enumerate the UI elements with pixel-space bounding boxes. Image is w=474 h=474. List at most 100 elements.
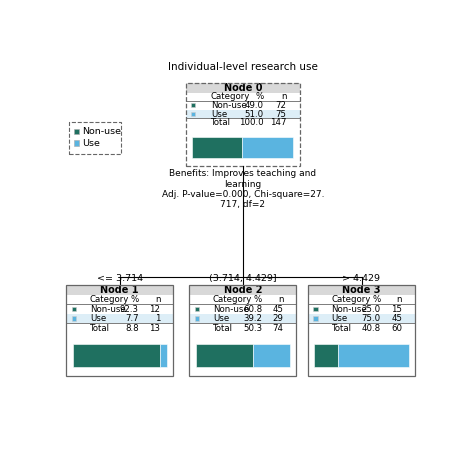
Bar — [191, 112, 195, 116]
Bar — [308, 304, 415, 314]
Bar — [308, 323, 415, 333]
Text: %: % — [254, 295, 262, 304]
FancyBboxPatch shape — [69, 121, 121, 154]
Text: Node 0: Node 0 — [224, 83, 262, 93]
Text: 60.8: 60.8 — [243, 305, 262, 314]
Bar — [186, 83, 300, 166]
Bar — [190, 285, 296, 376]
Bar — [314, 344, 338, 367]
Bar — [190, 323, 296, 333]
Text: %: % — [373, 295, 381, 304]
Text: n: n — [278, 295, 283, 304]
Text: Total: Total — [213, 324, 233, 333]
Bar — [160, 344, 167, 367]
Text: 100.0: 100.0 — [239, 118, 264, 127]
Text: 75: 75 — [275, 109, 286, 118]
Bar — [73, 344, 160, 367]
Text: Category: Category — [331, 295, 371, 304]
Bar — [74, 129, 80, 134]
Text: Category: Category — [90, 295, 129, 304]
Text: %: % — [131, 295, 139, 304]
Text: Non-use: Non-use — [331, 305, 367, 314]
Bar — [186, 83, 300, 92]
Text: n: n — [155, 295, 160, 304]
Text: 40.8: 40.8 — [362, 324, 381, 333]
Text: Use: Use — [211, 109, 227, 118]
Text: Non-use: Non-use — [90, 305, 126, 314]
Text: Total: Total — [211, 118, 231, 127]
Text: Category: Category — [213, 295, 252, 304]
Bar — [190, 285, 296, 295]
Text: <= 3.714: <= 3.714 — [97, 274, 143, 283]
Text: 39.2: 39.2 — [243, 314, 262, 323]
Text: 75.0: 75.0 — [362, 314, 381, 323]
Text: Use: Use — [213, 314, 229, 323]
Bar — [66, 304, 173, 314]
Bar — [66, 285, 173, 295]
Text: Use: Use — [82, 138, 100, 147]
Text: Individual-level research use: Individual-level research use — [168, 62, 318, 72]
Text: n: n — [397, 295, 402, 304]
Bar — [72, 317, 76, 321]
Bar — [190, 304, 296, 314]
Text: Node 2: Node 2 — [224, 285, 262, 295]
Text: 92.3: 92.3 — [120, 305, 139, 314]
Bar — [313, 307, 318, 311]
Text: Benefits: Improves teaching and
learning
Adj. P-value=0.000, Chi-square=27.
717,: Benefits: Improves teaching and learning… — [162, 169, 324, 210]
Bar — [190, 295, 296, 304]
Text: 7.7: 7.7 — [125, 314, 139, 323]
Text: 29: 29 — [273, 314, 283, 323]
Text: Category: Category — [211, 92, 250, 101]
Text: 50.3: 50.3 — [243, 324, 262, 333]
Text: Non-use: Non-use — [82, 127, 121, 136]
Text: 49.0: 49.0 — [245, 101, 264, 110]
Text: Non-use: Non-use — [211, 101, 246, 110]
Bar — [313, 317, 318, 321]
Bar — [195, 307, 199, 311]
Bar — [72, 307, 76, 311]
Text: > 4.429: > 4.429 — [343, 274, 381, 283]
Text: 51.0: 51.0 — [245, 109, 264, 118]
Bar — [196, 344, 253, 367]
Bar — [195, 317, 199, 321]
Text: 15: 15 — [391, 305, 402, 314]
Text: 147: 147 — [270, 118, 286, 127]
Bar — [308, 314, 415, 323]
Text: Use: Use — [90, 314, 106, 323]
Bar — [74, 140, 80, 146]
Text: Total: Total — [90, 324, 110, 333]
Bar — [66, 285, 173, 376]
Bar — [191, 103, 195, 107]
Text: 13: 13 — [149, 324, 160, 333]
Text: Total: Total — [331, 324, 352, 333]
Text: 25.0: 25.0 — [362, 305, 381, 314]
Bar — [308, 295, 415, 304]
Text: Node 1: Node 1 — [100, 285, 139, 295]
Text: 45: 45 — [391, 314, 402, 323]
Bar — [66, 295, 173, 304]
Text: %: % — [255, 92, 264, 101]
Bar — [186, 92, 300, 101]
Bar — [66, 314, 173, 323]
Bar — [308, 285, 415, 376]
Text: 74: 74 — [273, 324, 283, 333]
Bar — [190, 314, 296, 323]
Text: 72: 72 — [275, 101, 286, 110]
Text: 60: 60 — [391, 324, 402, 333]
Text: Non-use: Non-use — [213, 305, 249, 314]
Bar — [308, 285, 415, 295]
Text: 45: 45 — [273, 305, 283, 314]
Bar — [186, 118, 300, 127]
Text: 1: 1 — [155, 314, 160, 323]
Bar — [66, 323, 173, 333]
Text: Use: Use — [331, 314, 348, 323]
Text: 12: 12 — [149, 305, 160, 314]
Text: Node 3: Node 3 — [342, 285, 381, 295]
Bar — [242, 137, 293, 158]
Bar — [338, 344, 409, 367]
Text: n: n — [281, 92, 286, 101]
Bar — [192, 137, 242, 158]
Bar — [186, 109, 300, 118]
Text: 8.8: 8.8 — [125, 324, 139, 333]
Bar — [253, 344, 290, 367]
